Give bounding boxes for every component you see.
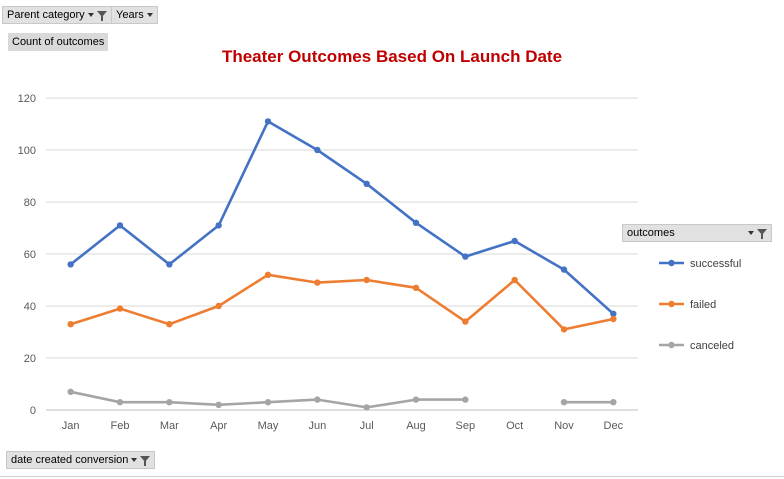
data-point[interactable]	[363, 180, 370, 187]
data-point[interactable]	[314, 279, 321, 286]
data-point[interactable]	[264, 271, 272, 278]
dropdown-arrow-icon	[87, 13, 94, 17]
data-point[interactable]	[314, 146, 321, 154]
data-point[interactable]	[412, 284, 420, 291]
y-tick-label: 40	[24, 301, 36, 313]
data-point[interactable]	[511, 276, 518, 284]
x-tick-label: Mar	[160, 420, 179, 432]
legend-item-successful[interactable]: successful	[659, 258, 741, 270]
x-tick-label: Sep	[456, 420, 476, 432]
bottom-divider	[0, 476, 784, 477]
series-group	[67, 118, 617, 411]
dropdown-arrow-icon	[146, 13, 153, 17]
data-point[interactable]	[610, 399, 617, 406]
parent-category-filter-button[interactable]: Parent category	[2, 6, 112, 24]
legend-swatch-marker	[668, 300, 675, 308]
y-tick-label: 100	[18, 145, 36, 157]
data-point[interactable]	[610, 315, 617, 323]
data-point[interactable]	[215, 302, 222, 310]
legend-field-button[interactable]: outcomes	[622, 224, 772, 242]
parent-category-label: Parent category	[7, 9, 85, 21]
values-field-button[interactable]: Count of outcomes	[8, 33, 109, 51]
data-point[interactable]	[560, 399, 568, 406]
data-point[interactable]	[67, 261, 74, 268]
legend-swatch-marker	[668, 259, 675, 267]
x-tick-label: Jul	[360, 420, 374, 432]
years-label: Years	[116, 9, 144, 21]
x-axis-ticks: Jan Feb Mar Apr May Jun Jul Aug Sep Oct Nov Dec	[62, 420, 624, 432]
years-filter-button[interactable]: Years	[111, 6, 158, 24]
x-tick-label: Dec	[604, 420, 624, 432]
x-tick-label: Jan	[62, 420, 80, 432]
data-point[interactable]	[116, 399, 124, 406]
data-point[interactable]	[166, 321, 173, 328]
data-point[interactable]	[462, 396, 469, 403]
y-axis-ticks: 0 20 40 60 80 100 120	[18, 93, 36, 417]
data-point[interactable]	[166, 261, 173, 268]
filter-funnel-icon	[140, 456, 151, 466]
data-point[interactable]	[560, 326, 568, 333]
data-point[interactable]	[215, 222, 222, 229]
legend-swatch-marker	[668, 341, 675, 349]
data-point[interactable]	[67, 321, 74, 328]
series-successful	[67, 118, 617, 317]
gridlines	[46, 97, 638, 411]
data-point[interactable]	[610, 310, 617, 317]
data-point[interactable]	[116, 222, 124, 229]
legend-item-failed[interactable]: failed	[659, 299, 716, 311]
axis-field-label: date created conversion	[11, 454, 129, 466]
legend-label: canceled	[690, 340, 734, 352]
series-failed	[67, 271, 617, 333]
legend: successful failed canceled	[659, 258, 741, 352]
series-line	[69, 273, 615, 331]
y-tick-label: 20	[24, 353, 36, 365]
data-point[interactable]	[462, 318, 469, 325]
series-line	[69, 120, 615, 316]
y-tick-label: 80	[24, 197, 36, 209]
data-point[interactable]	[215, 401, 222, 408]
data-point[interactable]	[363, 404, 370, 411]
y-tick-label: 120	[18, 93, 36, 105]
data-point[interactable]	[314, 396, 321, 403]
dropdown-arrow-icon	[131, 458, 138, 462]
dropdown-arrow-icon	[748, 231, 754, 235]
legend-label: failed	[690, 299, 716, 311]
data-point[interactable]	[67, 388, 74, 395]
legend-label: successful	[690, 258, 741, 270]
data-point[interactable]	[462, 253, 469, 260]
data-point[interactable]	[412, 396, 420, 403]
data-point[interactable]	[166, 399, 173, 406]
data-point[interactable]	[511, 237, 518, 245]
data-point[interactable]	[264, 399, 272, 406]
x-tick-label: Aug	[406, 420, 426, 432]
data-point[interactable]	[363, 276, 370, 284]
filter-funnel-icon	[96, 11, 107, 21]
y-tick-label: 60	[24, 249, 36, 261]
x-tick-label: Apr	[210, 420, 227, 432]
data-point[interactable]	[264, 118, 272, 125]
data-point[interactable]	[412, 219, 420, 226]
legend-item-canceled[interactable]: canceled	[659, 340, 734, 352]
data-point[interactable]	[560, 266, 568, 273]
x-tick-label: Oct	[506, 420, 523, 432]
filter-funnel-icon	[757, 229, 767, 239]
series-canceled	[67, 388, 617, 411]
chart-title: Theater Outcomes Based On Launch Date	[222, 47, 562, 66]
x-tick-label: Feb	[111, 420, 130, 432]
x-tick-label: Nov	[554, 420, 574, 432]
values-field-label: Count of outcomes	[12, 36, 105, 48]
x-tick-label: Jun	[308, 420, 326, 432]
y-tick-label: 0	[30, 405, 36, 417]
axis-field-button[interactable]: date created conversion	[6, 451, 156, 469]
data-point[interactable]	[116, 305, 124, 312]
legend-field-label: outcomes	[627, 227, 675, 239]
x-tick-label: May	[258, 420, 279, 432]
